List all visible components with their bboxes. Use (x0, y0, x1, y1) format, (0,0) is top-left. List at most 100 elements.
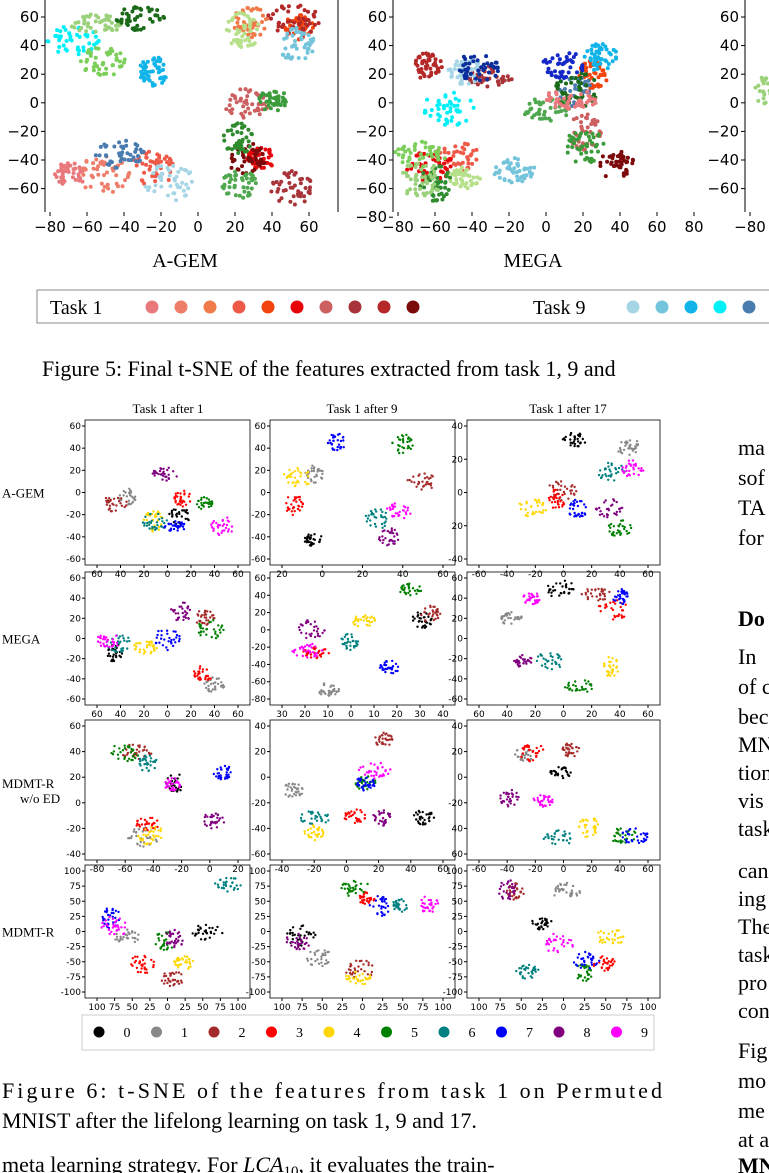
point (300, 645, 304, 648)
point (206, 678, 210, 682)
point (199, 619, 202, 623)
point (606, 513, 609, 517)
point (412, 147, 417, 152)
point (297, 783, 300, 786)
point (277, 198, 282, 203)
point (548, 484, 551, 487)
point (269, 16, 273, 21)
point (494, 165, 499, 170)
point (203, 815, 207, 819)
point (336, 439, 339, 442)
point (146, 513, 150, 517)
point (316, 634, 320, 637)
point (108, 507, 111, 511)
point (558, 665, 562, 669)
point (117, 757, 120, 760)
point (589, 47, 594, 52)
point (154, 641, 158, 645)
point (199, 665, 202, 668)
point (320, 693, 323, 696)
point (183, 492, 186, 495)
point (375, 771, 378, 774)
x-tick-label: 60 (232, 710, 244, 720)
point (204, 613, 208, 616)
point (415, 818, 418, 821)
point (148, 159, 153, 164)
point (130, 747, 133, 751)
point (553, 500, 557, 504)
point (487, 70, 491, 75)
point (296, 466, 299, 470)
legend-swatch (348, 300, 362, 314)
point (462, 171, 467, 175)
point (363, 813, 367, 817)
point (58, 168, 63, 173)
point (528, 174, 533, 179)
point (449, 75, 454, 79)
point (138, 762, 141, 765)
point (226, 519, 230, 522)
point (131, 27, 136, 32)
point (419, 818, 422, 821)
point (512, 166, 517, 171)
point (200, 614, 203, 617)
point (138, 757, 142, 761)
point (557, 503, 560, 506)
y-tick-label: -60 (251, 678, 266, 688)
y-tick-label: 20 (20, 65, 39, 83)
y-tick-label: 20 (255, 748, 267, 758)
point (575, 490, 578, 493)
point (544, 665, 547, 668)
point (415, 63, 420, 68)
point (126, 759, 129, 763)
point (93, 34, 98, 39)
point (303, 186, 308, 190)
point (575, 745, 578, 749)
point (238, 98, 243, 103)
point (413, 191, 418, 196)
point (414, 811, 418, 814)
point (205, 501, 208, 504)
point (610, 59, 615, 64)
point (161, 644, 165, 647)
point (535, 592, 539, 595)
point (407, 591, 410, 595)
point (61, 25, 66, 30)
point (145, 766, 148, 770)
point (253, 148, 258, 153)
point (541, 502, 544, 506)
point (246, 127, 251, 132)
point (154, 470, 157, 473)
point (152, 56, 157, 61)
y-tick-label: 40 (255, 591, 267, 601)
point (128, 639, 131, 643)
point (151, 838, 155, 842)
point (157, 155, 162, 160)
point (300, 505, 304, 508)
point (423, 624, 427, 627)
point (84, 14, 89, 19)
point (589, 160, 594, 164)
point (434, 617, 437, 620)
point (175, 633, 179, 637)
point (201, 668, 205, 671)
point (235, 130, 240, 134)
point (537, 498, 541, 502)
point (86, 21, 91, 26)
point (615, 665, 619, 668)
point (521, 658, 525, 661)
point (625, 469, 628, 472)
point (427, 817, 430, 820)
point (578, 442, 582, 445)
point (558, 663, 561, 666)
point (224, 27, 229, 32)
y-tick-label: -80 (251, 695, 266, 705)
point (432, 816, 436, 819)
point (167, 778, 170, 781)
x-tick-label: -20 (528, 865, 543, 875)
point (333, 435, 337, 438)
point (138, 750, 141, 753)
point (553, 104, 558, 109)
point (558, 594, 561, 597)
point (626, 592, 629, 595)
